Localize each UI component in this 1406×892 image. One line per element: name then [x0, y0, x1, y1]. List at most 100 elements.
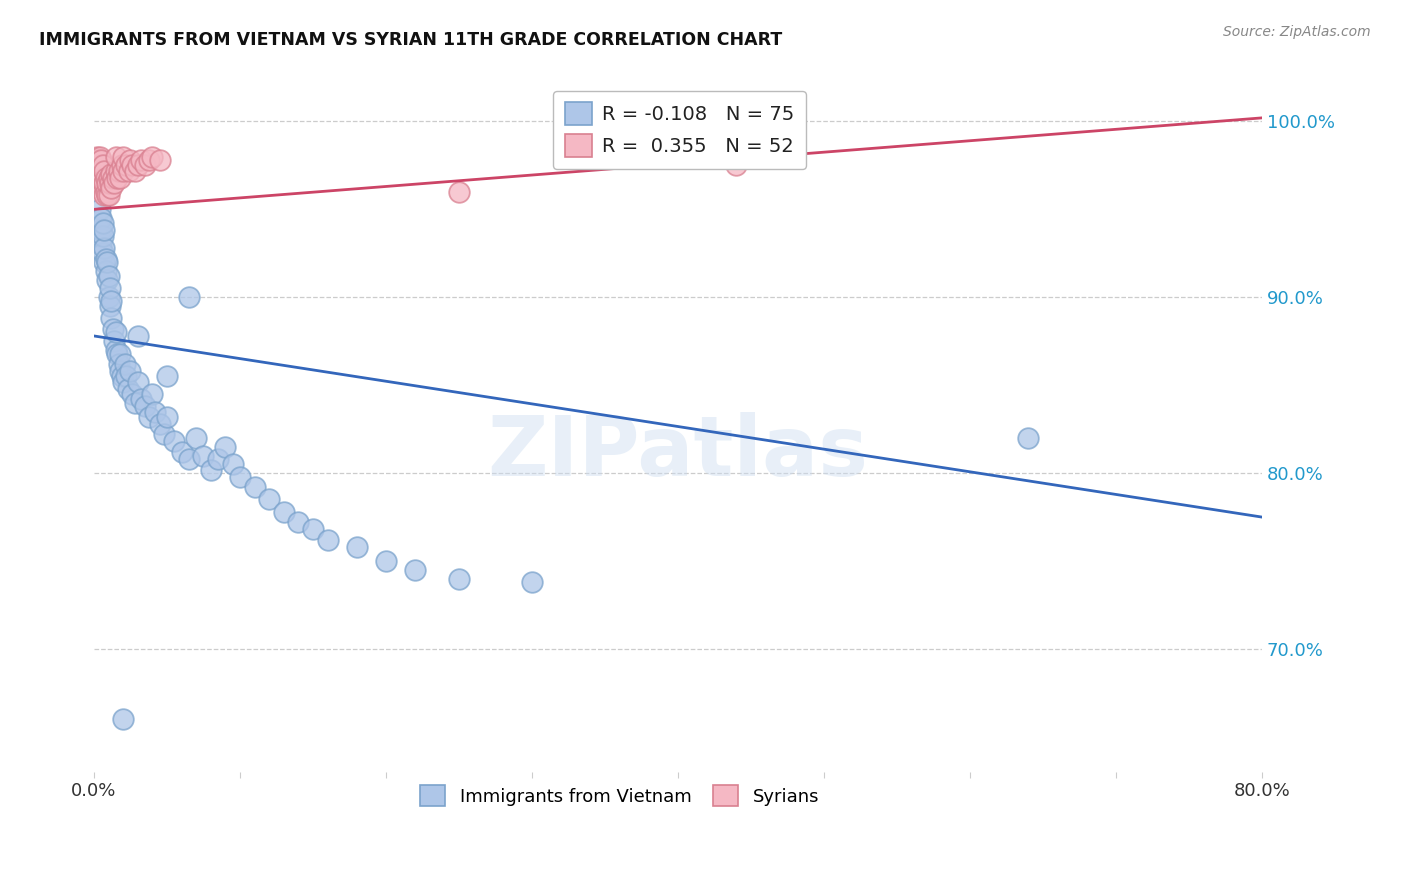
Point: [103, 176, 125, 190]
Point: [84, 158, 107, 172]
Point: [108, 346, 131, 360]
Point: [134, 158, 156, 172]
Point: [91, 158, 114, 172]
Point: [143, 404, 166, 418]
Point: [98, 176, 121, 190]
Point: [104, 326, 127, 340]
Point: [100, 181, 122, 195]
Point: [101, 322, 124, 336]
Point: [149, 417, 172, 431]
Point: [89, 211, 111, 226]
Point: [1017, 431, 1039, 445]
Point: [105, 346, 128, 360]
Point: [90, 163, 112, 178]
Point: [243, 480, 266, 494]
Point: [141, 387, 163, 401]
Point: [177, 452, 200, 467]
Point: [141, 150, 163, 164]
Point: [87, 228, 110, 243]
Point: [96, 176, 118, 190]
Point: [96, 255, 118, 269]
Point: [149, 153, 172, 167]
Point: [127, 375, 149, 389]
Point: [91, 246, 114, 260]
Point: [117, 382, 139, 396]
Point: [94, 185, 117, 199]
Point: [229, 469, 252, 483]
Point: [153, 427, 176, 442]
Point: [520, 575, 543, 590]
Point: [115, 369, 138, 384]
Point: [170, 445, 193, 459]
Point: [87, 163, 110, 178]
Point: [138, 409, 160, 424]
Point: [134, 399, 156, 413]
Point: [214, 440, 236, 454]
Point: [124, 163, 146, 178]
Point: [90, 153, 112, 167]
Point: [200, 462, 222, 476]
Point: [104, 343, 127, 357]
Point: [107, 357, 129, 371]
Point: [94, 252, 117, 266]
Point: [156, 369, 179, 384]
Point: [287, 516, 309, 530]
Point: [120, 153, 142, 167]
Point: [404, 563, 426, 577]
Point: [156, 409, 179, 424]
Point: [86, 150, 108, 164]
Point: [86, 158, 108, 172]
Point: [91, 228, 114, 243]
Point: [129, 392, 152, 407]
Point: [193, 449, 215, 463]
Point: [84, 167, 107, 181]
Point: [98, 299, 121, 313]
Legend: Immigrants from Vietnam, Syrians: Immigrants from Vietnam, Syrians: [411, 776, 828, 815]
Point: [89, 170, 111, 185]
Point: [112, 150, 135, 164]
Point: [90, 237, 112, 252]
Point: [93, 223, 115, 237]
Point: [97, 170, 120, 185]
Point: [127, 158, 149, 172]
Point: [120, 364, 142, 378]
Point: [93, 188, 115, 202]
Point: [101, 170, 124, 185]
Point: [97, 188, 120, 202]
Point: [118, 163, 141, 178]
Point: [184, 431, 207, 445]
Point: [86, 170, 108, 185]
Point: [98, 281, 121, 295]
Point: [725, 158, 748, 172]
Point: [89, 150, 111, 164]
Point: [316, 533, 339, 547]
Point: [121, 387, 143, 401]
Point: [115, 158, 138, 172]
Point: [112, 375, 135, 389]
Point: [100, 311, 122, 326]
Text: ZIPatlas: ZIPatlas: [488, 412, 869, 493]
Point: [221, 458, 243, 472]
Point: [91, 216, 114, 230]
Point: [302, 522, 325, 536]
Point: [87, 219, 110, 234]
Point: [177, 290, 200, 304]
Point: [93, 241, 115, 255]
Point: [96, 273, 118, 287]
Point: [127, 329, 149, 343]
Point: [138, 153, 160, 167]
Point: [91, 170, 114, 185]
Point: [447, 572, 470, 586]
Point: [273, 505, 295, 519]
Point: [108, 364, 131, 378]
Point: [374, 554, 396, 568]
Point: [91, 185, 114, 199]
Point: [104, 150, 127, 164]
Point: [87, 153, 110, 167]
Point: [93, 176, 115, 190]
Point: [121, 158, 143, 172]
Point: [111, 369, 134, 384]
Point: [105, 170, 128, 185]
Point: [97, 290, 120, 304]
Point: [104, 163, 127, 178]
